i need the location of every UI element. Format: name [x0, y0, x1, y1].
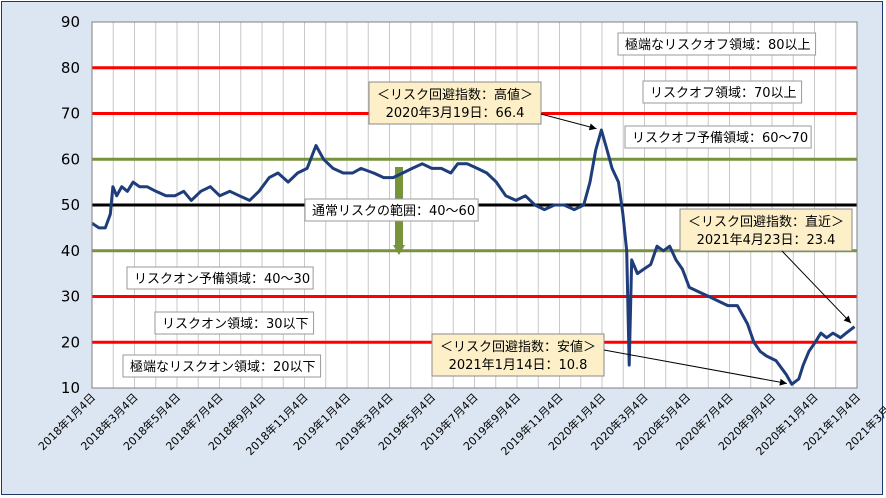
zone-label-text: 通常リスクの範囲：40～60	[312, 204, 475, 219]
y-tick-label: 70	[61, 105, 80, 123]
zone-label: リスクオフ予備領域：60～70	[624, 125, 812, 149]
zone-label: リスクオン予備領域：40～30	[126, 266, 314, 290]
zone-label-text: リスクオフ領域：70以上	[650, 85, 797, 101]
zone-label-text: リスクオフ予備領域：60～70	[632, 130, 808, 146]
y-tick-label: 10	[61, 379, 80, 397]
callouts: ＜リスク回避指数：高値＞ 2020年3月19日：66.4 ＜リスク回避指数：直近＞ 2…	[368, 81, 853, 386]
callout-arrow-head	[779, 378, 787, 386]
zone-label-text: リスクオン領域：30以下	[162, 316, 309, 332]
zone-label-box	[122, 354, 322, 378]
y-tick-label: 50	[61, 196, 80, 214]
zone-label-box	[617, 32, 817, 56]
zone-label-text: 極端なリスクオフ領域：80以上	[625, 37, 811, 53]
y-tick-label: 20	[61, 333, 80, 351]
y-tick-label: 30	[61, 288, 80, 306]
y-tick-labels: 10 20 30 40 50 60 70 80 90	[61, 13, 80, 397]
zone-label: 通常リスクの範囲：40～60	[304, 198, 479, 222]
callout-arrow-line	[781, 250, 852, 324]
zone-label-text: 極端なリスクオン領域：20以下	[130, 359, 316, 375]
normal-range-marker-arrow	[393, 245, 405, 255]
zone-label-box	[154, 311, 315, 335]
callout-arrow-line	[540, 113, 597, 130]
callout-arrow-line	[603, 349, 787, 384]
callout-arrow-head	[843, 315, 852, 324]
callout-title: ＜リスク回避指数：安値＞	[440, 339, 596, 355]
callout: ＜リスク回避指数：直近＞ 2021年4月23日：23.4	[679, 208, 853, 324]
zone-labels: 極端なリスクオフ領域：80以上リスクオフ領域：70以上リスクオフ予備領域：60～…	[122, 32, 817, 378]
callout-title: ＜リスク回避指数：高値＞	[377, 87, 533, 103]
zone-label: リスクオン領域：30以下	[154, 311, 315, 335]
callout-box	[368, 81, 542, 125]
callout-value: 2020年3月19日：66.4	[386, 106, 525, 121]
zone-label-box	[624, 125, 812, 149]
x-tick-labels: 2018年1月4日2018年3月4日2018年5月4日2018年7月4日2018…	[35, 390, 886, 458]
plot-border	[91, 21, 858, 389]
callout-box	[679, 208, 853, 252]
y-tick-label: 40	[61, 242, 80, 260]
y-tick-label: 90	[61, 13, 80, 31]
zone-label: 極端なリスクオフ領域：80以上	[617, 32, 817, 56]
zone-label: 極端なリスクオン領域：20以下	[122, 354, 322, 378]
series-layer	[91, 128, 856, 386]
zone-label: リスクオフ領域：70以上	[642, 80, 803, 104]
series-line	[91, 128, 856, 386]
callout-value: 2021年4月23日：23.4	[697, 233, 836, 248]
y-tick-label: 60	[61, 150, 80, 168]
callout-box	[431, 333, 605, 377]
zone-label-box	[642, 80, 803, 104]
y-tick-label: 80	[61, 59, 80, 77]
zone-label-text: リスクオン予備領域：40～30	[134, 271, 310, 287]
callout-title: ＜リスク回避指数：直近＞	[688, 215, 844, 230]
callout-arrow-head	[588, 123, 597, 131]
zone-label-box	[126, 266, 314, 290]
callout-value: 2021年1月14日：10.8	[449, 358, 588, 373]
zone-label-box	[304, 198, 479, 222]
callout: ＜リスク回避指数：高値＞ 2020年3月19日：66.4	[368, 81, 597, 131]
callout: ＜リスク回避指数：安値＞ 2021年1月14日：10.8	[431, 333, 787, 386]
